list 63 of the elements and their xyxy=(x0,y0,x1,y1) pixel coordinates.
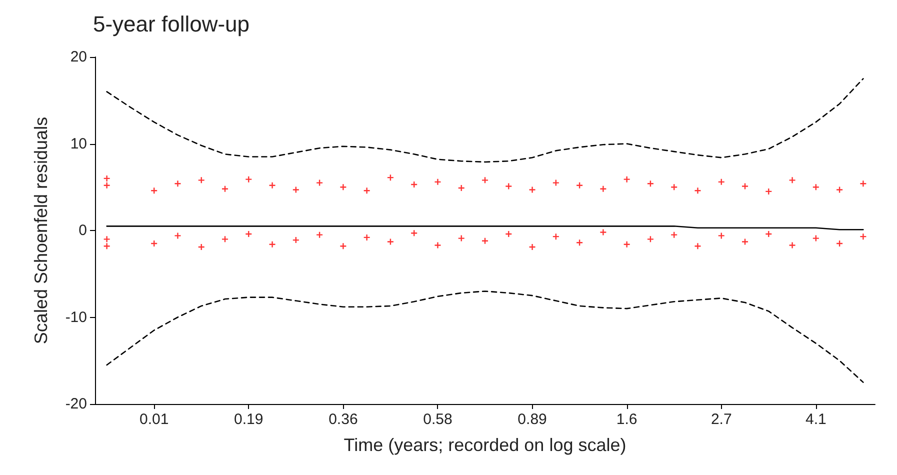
point xyxy=(671,232,678,238)
chart-title: 5-year follow-up xyxy=(93,12,250,36)
line-series xyxy=(106,290,864,383)
point xyxy=(694,188,701,194)
point xyxy=(482,177,488,184)
point xyxy=(434,242,441,248)
point xyxy=(340,243,346,250)
point xyxy=(222,236,228,242)
point xyxy=(694,243,701,250)
y-tick-label: -20 xyxy=(65,396,87,412)
y-tick-label: -10 xyxy=(65,308,87,326)
point xyxy=(789,177,796,184)
point xyxy=(269,182,276,188)
point xyxy=(789,242,796,248)
point xyxy=(529,244,536,250)
point xyxy=(506,183,512,190)
point xyxy=(174,180,181,187)
x-axis-title: Time (years; recorded on log scale) xyxy=(344,435,626,455)
point xyxy=(812,235,819,242)
point xyxy=(316,232,323,238)
y-tick-label: 10 xyxy=(70,135,87,152)
point xyxy=(600,229,606,236)
point xyxy=(647,236,654,242)
point xyxy=(434,178,441,185)
point xyxy=(647,180,654,187)
point xyxy=(552,180,559,186)
point xyxy=(174,232,181,239)
point xyxy=(742,183,748,190)
point xyxy=(624,241,630,248)
point xyxy=(624,176,630,182)
x-tick-label: 0.36 xyxy=(328,411,358,428)
point xyxy=(529,186,536,193)
point xyxy=(742,238,748,245)
point xyxy=(600,186,606,192)
y-tick-label: 0 xyxy=(78,222,87,239)
x-tick-label: 0.01 xyxy=(139,411,169,428)
point xyxy=(458,235,464,242)
x-tick-label: 0.89 xyxy=(518,411,547,428)
point xyxy=(104,236,110,242)
point xyxy=(246,176,252,182)
point xyxy=(860,180,866,187)
x-tick-label: 2.7 xyxy=(710,411,732,428)
point xyxy=(104,182,110,188)
point xyxy=(718,232,724,239)
point xyxy=(340,184,346,190)
point xyxy=(364,188,370,194)
point xyxy=(387,238,394,245)
point xyxy=(104,175,110,182)
point xyxy=(269,241,276,248)
point xyxy=(860,234,866,240)
y-axis-title: Scaled Schoenfeld residuals xyxy=(31,116,51,344)
line-series xyxy=(106,78,864,163)
point xyxy=(836,186,843,193)
x-tick-label: 0.19 xyxy=(234,411,264,428)
point xyxy=(198,177,204,184)
y-tick-label: 20 xyxy=(70,48,87,66)
point xyxy=(316,180,323,186)
x-tick-label: 4.1 xyxy=(805,411,826,428)
point xyxy=(292,186,299,193)
x-tick-label: 1.6 xyxy=(616,411,638,428)
point xyxy=(104,243,110,250)
x-tick-label: 0.58 xyxy=(423,411,452,428)
point xyxy=(364,234,370,240)
